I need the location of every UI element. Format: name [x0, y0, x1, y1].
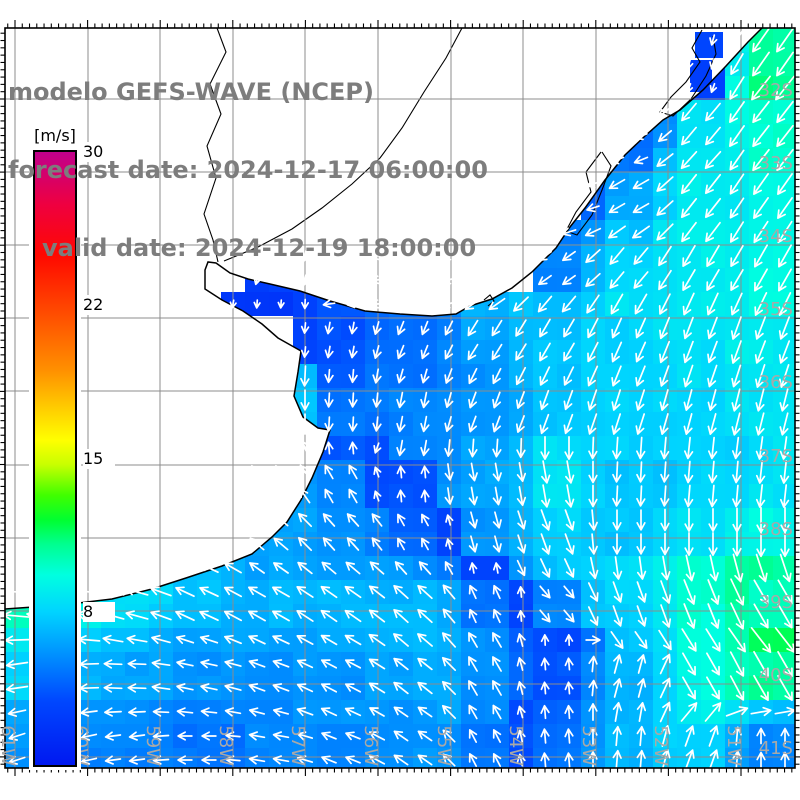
colorbar-tick-8: 8: [83, 601, 115, 622]
lat-label: 36S: [759, 372, 793, 393]
lon-label: 57W: [287, 725, 308, 766]
lon-label: 61W: [0, 725, 18, 766]
lat-label: 34S: [759, 226, 793, 247]
lon-label: 51W: [723, 725, 744, 766]
geo-labels: 32S33S34S35S36S37S38S39S40S41S61W60W59W5…: [0, 80, 793, 766]
land: [5, 27, 762, 609]
valid-date-line: valid date: 2024-12-19 18:00:00: [42, 234, 477, 262]
lat-label: 39S: [759, 592, 793, 613]
coastline: [4, 27, 763, 610]
colorbar-tick-15: 15: [83, 448, 115, 469]
vector-arrows: [2, 27, 796, 771]
colorbar-tick-30: 30: [83, 142, 115, 162]
colorbar-gradient: [35, 152, 75, 765]
lon-label: 55W: [433, 725, 454, 766]
lon-label: 52W: [650, 725, 671, 766]
title-block: modelo GEFS-WAVE (NCEP) forecast date: 2…: [8, 27, 488, 313]
river-line: [203, 27, 227, 263]
colorbar-unit-label: [m/s]: [34, 126, 76, 145]
lat-label: 33S: [759, 153, 793, 174]
lat-label: 38S: [759, 519, 793, 540]
lat-label: 32S: [759, 80, 793, 101]
forecast-date-line: forecast date: 2024-12-17 06:00:00: [8, 156, 488, 184]
lon-label: 59W: [142, 725, 163, 766]
lat-label: 41S: [759, 738, 793, 759]
colorbar: [33, 150, 77, 767]
lon-label: 58W: [215, 725, 236, 766]
lon-label: 53W: [578, 725, 599, 766]
lagoon-water: [690, 60, 712, 92]
lat-label: 35S: [759, 299, 793, 320]
lon-label: 54W: [505, 725, 526, 766]
landmass: [5, 28, 762, 609]
lat-label: 37S: [759, 446, 793, 467]
river-line: [223, 27, 463, 262]
lon-label: 56W: [360, 725, 381, 766]
lagoon-outline: [483, 294, 495, 307]
colorbar-tick-22: 22: [83, 295, 115, 316]
lagoon-water: [695, 32, 723, 58]
map-frame: [0, 20, 800, 776]
model-title: modelo GEFS-WAVE (NCEP): [8, 78, 374, 106]
lat-label: 40S: [759, 665, 793, 686]
